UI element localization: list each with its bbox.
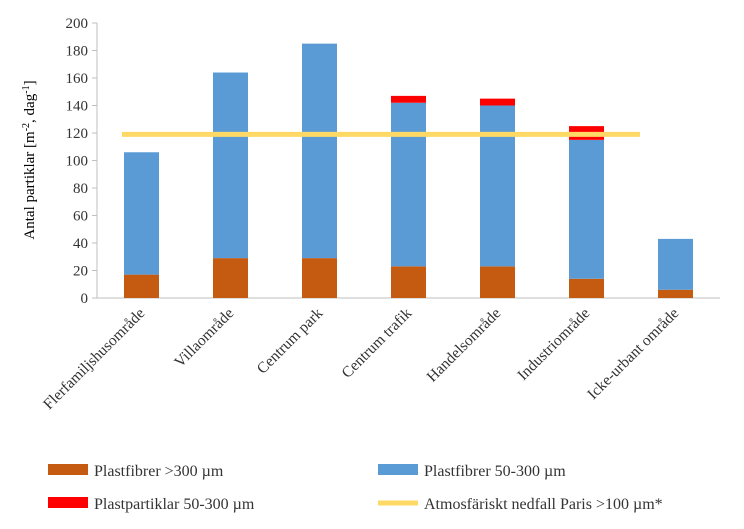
y-tick-label-160: 160 xyxy=(66,71,89,87)
bar-flerfamiljshusomr-de-series-1 xyxy=(124,152,159,275)
bars xyxy=(124,43,693,298)
legend-swatch-plastpartiklar-50-300 xyxy=(48,497,88,508)
y-axis-label-main: Antal partiklar [m xyxy=(22,131,38,240)
bar-industriomr-de-series-1 xyxy=(569,139,604,279)
y-axis-label-sup2: -1 xyxy=(21,85,32,93)
y-tick-label-20: 20 xyxy=(73,264,88,280)
legend-label-plastfibrer-over-300: Plastfibrer >300 µm xyxy=(94,463,224,480)
bar-handelsomr-de-series-1 xyxy=(480,105,515,267)
legend-label-atmosfariskt-nedfall: Atmosfäriskt nedfall Paris >100 µm* xyxy=(424,496,663,513)
y-axis-ticks: 0 20 40 60 80 100 120 140 160 180 200 xyxy=(66,16,97,307)
bar-villaomr-de-series-0 xyxy=(213,258,248,298)
bar-handelsomr-de-series-0 xyxy=(480,266,515,298)
bar-centrum-park-series-1 xyxy=(302,43,337,259)
y-tick-label-0: 0 xyxy=(81,291,89,307)
y-tick-label-200: 200 xyxy=(66,16,89,32)
y-axis-label: Antal partiklar [m-2, dag-1] xyxy=(21,80,39,239)
y-axis-label-end: ] xyxy=(22,80,38,85)
bar-flerfamiljshusomr-de-series-0 xyxy=(124,274,159,298)
bar-centrum-park-series-0 xyxy=(302,258,337,298)
x-tick-label-handelsomr-de: Handelsområde xyxy=(424,305,505,386)
y-tick-label-80: 80 xyxy=(73,181,88,197)
bar-villaomr-de-series-1 xyxy=(213,72,248,259)
x-tick-label-flerfamiljshusomr-de: Flerfamiljshusområde xyxy=(40,305,148,413)
y-axis-label-sup1: -2 xyxy=(21,123,32,131)
y-tick-label-140: 140 xyxy=(66,99,89,115)
bar-icke-urbant-omr-de-series-1 xyxy=(658,238,693,290)
bar-industriomr-de-series-0 xyxy=(569,278,604,298)
legend-label-plastpartiklar-50-300: Plastpartiklar 50-300 µm xyxy=(94,496,255,513)
y-tick-label-100: 100 xyxy=(66,154,89,170)
bar-centrum-trafik-series-1 xyxy=(391,102,426,267)
bar-centrum-trafik-series-2 xyxy=(391,95,426,103)
legend-label-plastfibrer-50-300: Plastfibrer 50-300 µm xyxy=(424,463,566,480)
y-tick-label-180: 180 xyxy=(66,44,89,60)
bar-centrum-trafik-series-0 xyxy=(391,266,426,298)
bar-icke-urbant-omr-de-series-0 xyxy=(658,289,693,298)
legend-swatch-plastfibrer-50-300 xyxy=(378,464,418,475)
y-tick-label-60: 60 xyxy=(73,209,88,225)
x-tick-label-industriomr-de: Industriområde xyxy=(514,305,593,384)
legend: Plastfibrer >300 µm Plastfibrer 50-300 µ… xyxy=(48,463,663,513)
y-tick-label-120: 120 xyxy=(66,126,89,142)
x-axis-labels: Flerfamiljshusområde Villaområde Centrum p… xyxy=(40,305,682,413)
x-tick-label-icke-urbant-omr-de: Icke-urbant område xyxy=(584,305,682,403)
legend-swatch-plastfibrer-over-300 xyxy=(48,464,88,475)
x-tick-label-centrum-park: Centrum park xyxy=(254,305,327,378)
x-tick-label-centrum-trafik: Centrum trafik xyxy=(338,305,415,382)
y-tick-label-40: 40 xyxy=(73,236,88,252)
bar-handelsomr-de-series-2 xyxy=(480,98,515,106)
x-tick-label-villaomr-de: Villaområde xyxy=(171,305,237,371)
y-axis-label-mid: , dag xyxy=(22,93,38,123)
